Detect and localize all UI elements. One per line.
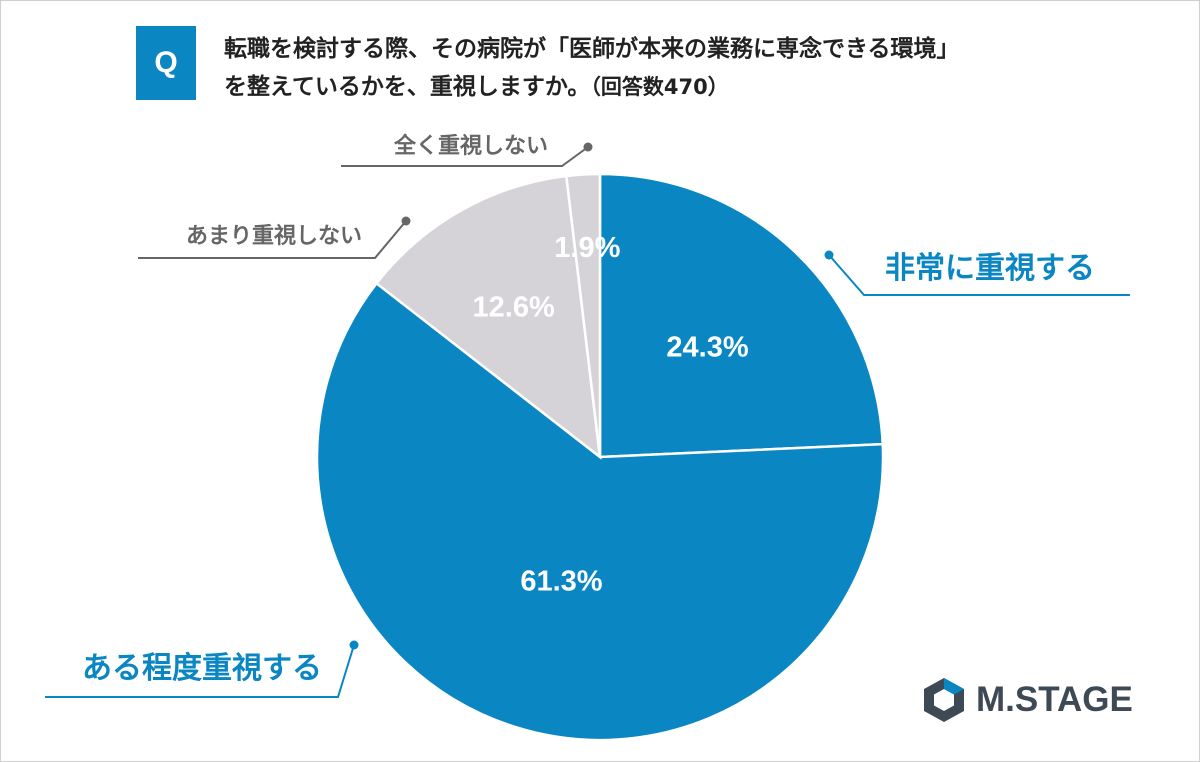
callout-dot-very-important <box>824 250 834 260</box>
pie-slice-somewhat-important <box>315 281 885 742</box>
value-label-somewhat-important: 61.3% <box>520 565 602 597</box>
question-text: 転職を検討する際、その病院が「医師が本来の業務に専念できる環境」 を整えているか… <box>224 30 1104 106</box>
question-line-2-text: を整えているかを、重視しますか。 <box>224 74 591 100</box>
callout-line-somewhat-important <box>45 644 355 698</box>
value-label-not-at-all-important: 1.9% <box>554 232 620 264</box>
legend-label-not-very-important: あまり重視しない <box>186 224 362 249</box>
callout-line-not-at-all-important <box>341 146 589 167</box>
brand-logo: M.STAGE <box>922 676 1133 724</box>
legend-label-not-at-all-important: 全く重視しない <box>393 133 548 159</box>
question-badge: Q <box>136 26 196 100</box>
legend-label-very-important: 非常に重視する <box>885 251 1095 286</box>
hexagon-logo-icon <box>924 678 964 722</box>
pie-slice-very-important <box>598 172 885 459</box>
pie-slice-not-very-important <box>374 174 602 460</box>
value-label-very-important: 24.3% <box>666 331 748 363</box>
brand-name: M.STAGE <box>976 680 1133 719</box>
response-count: （回答数470） <box>590 75 729 99</box>
callout-line-very-important <box>828 254 1130 296</box>
callout-dot-not-very-important <box>401 216 411 226</box>
value-label-not-very-important: 12.6% <box>473 291 555 323</box>
pie-slice-not-at-all-important <box>564 172 602 458</box>
question-line-1: 転職を検討する際、その病院が「医師が本来の業務に専念できる環境」 <box>224 36 960 62</box>
question-line-2: を整えているかを、重視しますか。（回答数470） <box>224 68 1104 106</box>
callout-dot-not-at-all-important <box>583 142 593 152</box>
legend-label-somewhat-important: ある程度重視する <box>82 651 322 686</box>
callout-dot-somewhat-important <box>349 640 359 650</box>
callout-line-not-very-important <box>138 220 407 259</box>
